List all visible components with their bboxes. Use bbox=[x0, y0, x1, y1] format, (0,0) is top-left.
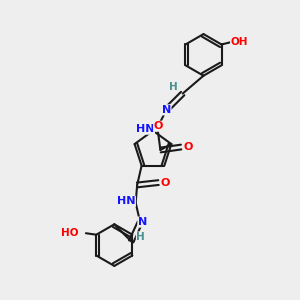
Text: O: O bbox=[183, 142, 192, 152]
Text: O: O bbox=[154, 121, 163, 131]
Text: O: O bbox=[160, 178, 170, 188]
Text: H: H bbox=[169, 82, 178, 92]
Text: N: N bbox=[138, 217, 147, 227]
Text: HN: HN bbox=[136, 124, 154, 134]
Text: HN: HN bbox=[117, 196, 135, 206]
Text: OH: OH bbox=[231, 37, 248, 46]
Text: HO: HO bbox=[61, 228, 79, 238]
Text: H: H bbox=[136, 232, 145, 242]
Text: N: N bbox=[162, 105, 171, 115]
